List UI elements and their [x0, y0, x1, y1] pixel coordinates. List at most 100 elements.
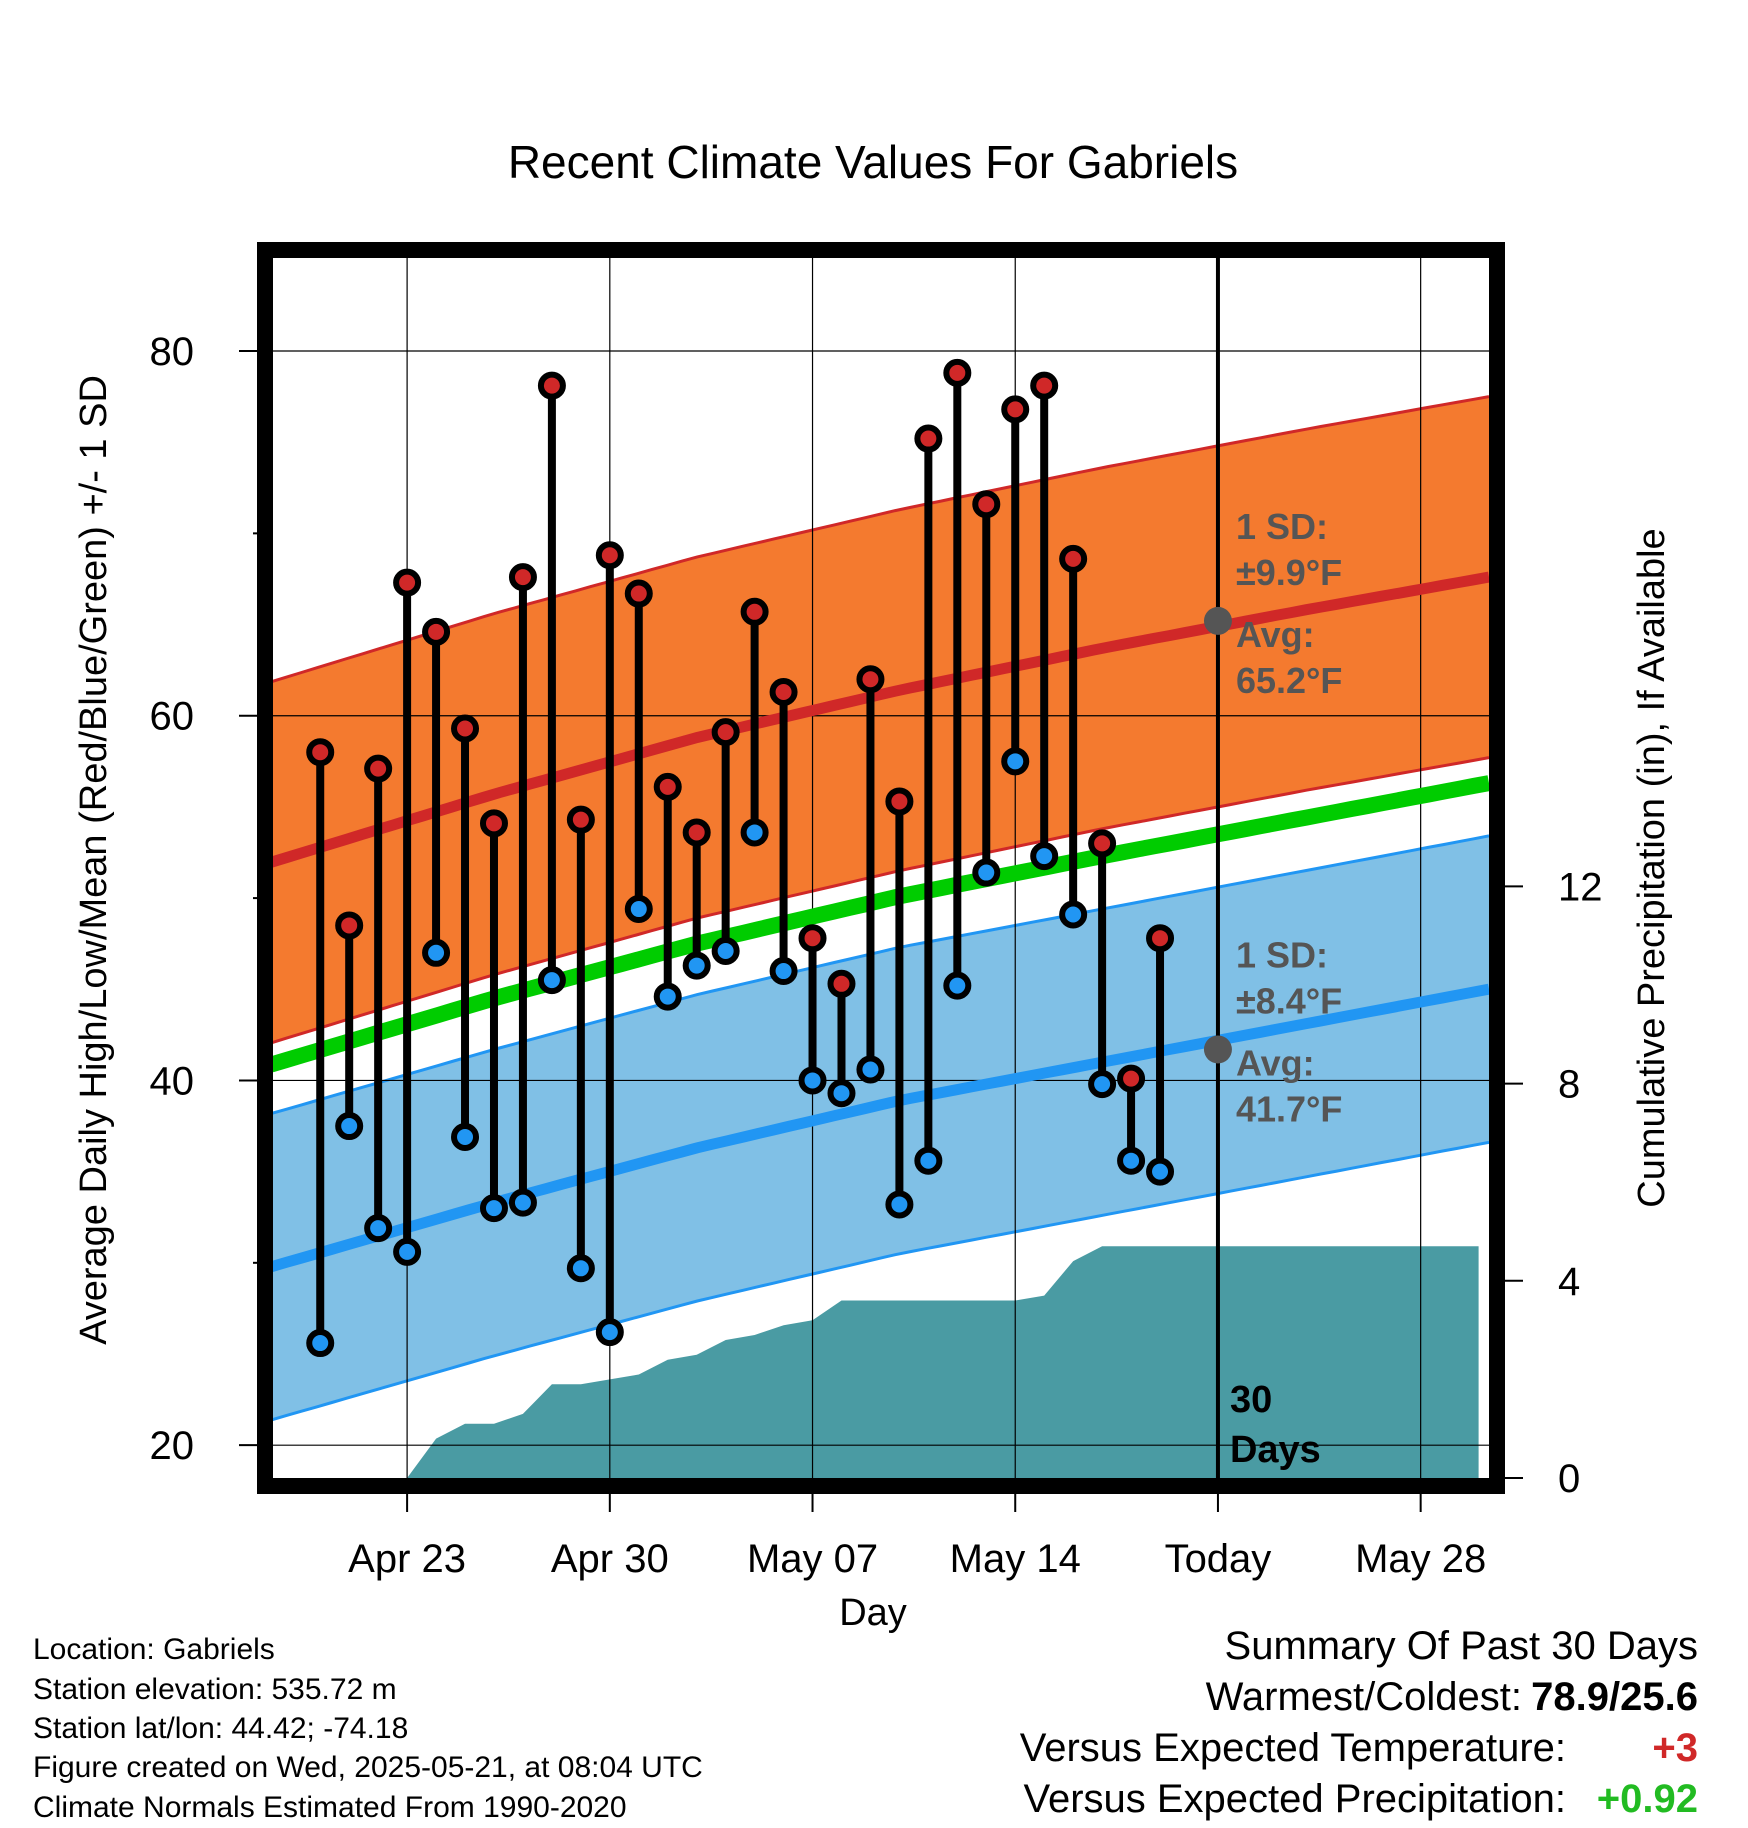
y2-tick-label: 0 — [1558, 1457, 1580, 1501]
x-tick-label: May 07 — [747, 1537, 878, 1581]
daily-low-point — [972, 858, 1001, 887]
daily-low-point — [1030, 842, 1059, 871]
summary-warmest-label: Warmest/Coldest: — [1205, 1675, 1522, 1719]
daily-high-point — [566, 805, 595, 834]
info-normals: Climate Normals Estimated From 1990-2020 — [33, 1791, 627, 1824]
daily-low-point — [393, 1237, 422, 1266]
daily-high-point — [364, 754, 393, 783]
summary-temp-label: Versus Expected Temperature: — [1019, 1726, 1566, 1770]
thirty-days-word: Days — [1230, 1429, 1321, 1471]
daily-low-point — [827, 1079, 856, 1108]
info-latlon: Station lat/lon: 44.42; -74.18 — [33, 1712, 409, 1745]
daily-low-point — [914, 1146, 943, 1175]
daily-low-point — [479, 1194, 508, 1223]
daily-high-point — [798, 924, 827, 953]
y-tick-label: 60 — [150, 695, 195, 739]
daily-high-point — [393, 568, 422, 597]
daily-low-point — [711, 936, 740, 965]
axis-layer: 20 40 60 80 0 4 8 12 Apr 23 Apr 30 May 07 May 14 Tod… — [150, 242, 1603, 1581]
daily-high-point — [711, 718, 740, 747]
daily-low-point — [306, 1329, 335, 1358]
high-sd-band — [271, 396, 1489, 1043]
y-tick-label: 20 — [150, 1424, 195, 1468]
daily-low-point — [798, 1066, 827, 1095]
daily-low-point — [595, 1318, 624, 1347]
thirty-days-number: 30 — [1230, 1379, 1272, 1421]
daily-high-point — [740, 597, 769, 626]
daily-low-point — [943, 971, 972, 1000]
daily-high-point — [653, 772, 682, 801]
y-axis-label: Average Daily High/Low/Mean (Red/Blue/Gr… — [73, 375, 115, 1345]
low-sd-label: 1 SD: — [1236, 934, 1328, 975]
daily-low-point — [769, 957, 798, 986]
mean-lines — [271, 571, 1489, 1273]
info-elevation: Station elevation: 535.72 m — [33, 1673, 397, 1706]
daily-high-point — [769, 678, 798, 707]
daily-high-point — [508, 563, 537, 592]
daily-low-point — [508, 1188, 537, 1217]
daily-low-point — [1117, 1146, 1146, 1175]
daily-high-point — [479, 809, 508, 838]
daily-high-point — [856, 665, 885, 694]
high-mean-line — [271, 571, 1489, 868]
daily-low-point — [856, 1055, 885, 1084]
y2-tick-label: 12 — [1558, 865, 1603, 909]
high-band-upper-edge — [271, 395, 1489, 684]
daily-high-point — [1117, 1064, 1146, 1093]
daily-high-point — [537, 371, 566, 400]
daily-low-point — [451, 1122, 480, 1151]
chart-title: Recent Climate Values For Gabriels — [508, 136, 1238, 188]
daily-low-point — [1059, 900, 1088, 929]
daily-high-point — [451, 714, 480, 743]
high-avg-label: Avg: — [1236, 614, 1315, 655]
x-tick-label: Apr 23 — [348, 1537, 466, 1581]
summary-title: Summary Of Past 30 Days — [1224, 1624, 1698, 1668]
low-sd-value: ±8.4°F — [1236, 980, 1342, 1021]
summary-warmest-value: 78.9/25.6 — [1531, 1675, 1698, 1719]
daily-low-point — [422, 938, 451, 967]
x-tick-label: Today — [1165, 1537, 1272, 1581]
daily-high-point — [422, 617, 451, 646]
x-axis-label: Day — [839, 1592, 907, 1634]
info-location: Location: Gabriels — [33, 1633, 275, 1666]
daily-high-point — [1088, 829, 1117, 858]
daily-low-point — [740, 818, 769, 847]
info-created: Figure created on Wed, 2025-05-21, at 08… — [33, 1751, 703, 1784]
today-low-avg-marker — [1203, 1035, 1232, 1064]
y2-tick-label: 8 — [1558, 1063, 1580, 1107]
daily-low-point — [1001, 747, 1030, 776]
daily-low-point — [1146, 1157, 1175, 1186]
low-mean-line — [271, 983, 1489, 1273]
summary-temp-value: +3 — [1652, 1726, 1698, 1770]
x-tick-label: May 28 — [1355, 1537, 1486, 1581]
thirty-days-label: 30 Days — [1230, 1379, 1321, 1471]
low-avg-value: 41.7°F — [1236, 1088, 1342, 1129]
y2-axis-label: Cumulative Precipitation (in), If Availa… — [1631, 528, 1673, 1207]
low-avg-label: Avg: — [1236, 1042, 1315, 1083]
daily-high-point — [1030, 371, 1059, 400]
summary-precip-label: Versus Expected Precipitation: — [1023, 1777, 1566, 1821]
y2-tick-label: 4 — [1558, 1260, 1580, 1304]
daily-high-point — [972, 490, 1001, 519]
x-tick-label: Apr 30 — [551, 1537, 669, 1581]
daily-high-point — [827, 969, 856, 998]
high-avg-value: 65.2°F — [1236, 660, 1342, 701]
daily-low-point — [1088, 1070, 1117, 1099]
daily-low-point — [335, 1112, 364, 1141]
daily-high-point — [335, 911, 364, 940]
daily-high-point — [1001, 395, 1030, 424]
y-tick-label: 40 — [150, 1059, 195, 1103]
daily-low-point — [364, 1214, 393, 1243]
daily-low-point — [537, 966, 566, 995]
daily-mean-line — [271, 775, 1489, 1073]
plot-frame — [257, 242, 1505, 1494]
precipitation-area — [407, 1246, 1479, 1478]
daily-high-point — [595, 541, 624, 570]
daily-high-point — [1059, 544, 1088, 573]
low-band-upper-edge — [271, 834, 1489, 1116]
high-sd-value: ±9.9°F — [1236, 552, 1342, 593]
grid-layer — [271, 258, 1489, 1478]
low-band-lower-edge — [271, 1140, 1489, 1422]
daily-high-point — [914, 424, 943, 453]
daily-high-point — [624, 579, 653, 608]
